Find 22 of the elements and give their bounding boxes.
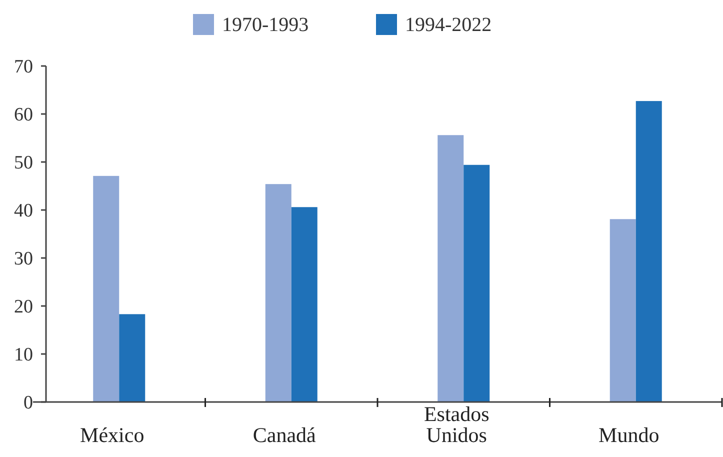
bar — [438, 135, 464, 402]
y-tick-label: 20 — [14, 296, 33, 318]
y-tick-label: 0 — [24, 392, 33, 414]
bar — [464, 164, 490, 402]
x-tick-label: Estados Unidos — [424, 402, 490, 447]
legend-label: 1994-2022 — [405, 14, 492, 36]
legend-label: 1970-1993 — [222, 14, 309, 36]
bar — [610, 219, 636, 402]
bar — [119, 314, 146, 402]
x-tick-label: Mundo — [598, 423, 660, 447]
x-tick-label: México — [80, 423, 144, 447]
bar — [291, 207, 318, 402]
y-tick-label: 70 — [14, 56, 33, 78]
y-tick-label: 10 — [14, 344, 33, 366]
bar — [636, 101, 662, 402]
bar — [93, 176, 120, 402]
y-tick-label: 50 — [14, 152, 33, 174]
bar — [265, 184, 292, 402]
y-tick-label: 40 — [14, 200, 33, 222]
y-tick-label: 60 — [14, 104, 33, 126]
y-tick-label: 30 — [14, 248, 33, 270]
x-tick-label: Canadá — [252, 423, 317, 447]
